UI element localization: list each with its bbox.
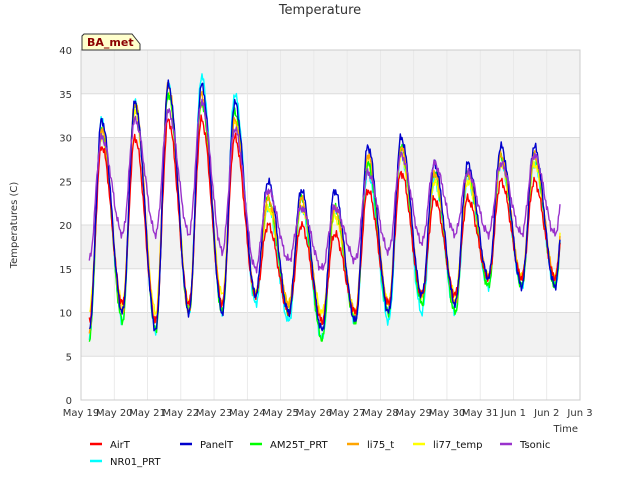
legend: AirT PanelT AM25T_PRT li75_t li77_temp Tsonic… [90, 440, 550, 468]
y-tick-label: 25 [59, 177, 72, 188]
y-tick-label: 35 [59, 90, 72, 101]
x-tick-label: May 24 [229, 408, 266, 419]
x-tick-label: May 27 [329, 408, 366, 419]
x-tick-label: Jun 3 [566, 408, 592, 419]
y-tick-label: 5 [66, 352, 72, 363]
x-tick-label: May 30 [429, 408, 466, 419]
x-tick-label: May 26 [296, 408, 333, 419]
legend-label: PanelT [200, 440, 234, 451]
x-tick-label: May 28 [362, 408, 399, 419]
chart-title: Temperature [278, 3, 361, 18]
x-tick-label: May 21 [129, 408, 166, 419]
plot-frame [80, 49, 581, 401]
grid-band [81, 50, 580, 94]
x-tick-label: May 22 [163, 408, 200, 419]
legend-label: NR01_PRT [110, 457, 161, 468]
y-axis-label: Temperatures (C) [9, 182, 20, 270]
legend-label: li77_temp [433, 440, 482, 451]
y-tick-label: 15 [59, 265, 72, 276]
legend-label: AM25T_PRT [270, 440, 329, 451]
legend-label: Tsonic [519, 440, 550, 451]
badge: BA_met [81, 33, 141, 51]
x-tick-label: May 25 [262, 408, 299, 419]
y-tick-label: 20 [59, 221, 72, 232]
y-tick-label: 0 [66, 396, 72, 407]
axes [80, 49, 581, 401]
series-line-panelt [88, 79, 561, 332]
x-tick-label: May 31 [462, 408, 499, 419]
x-tick-label: May 19 [63, 408, 100, 419]
y-tick-label: 30 [59, 134, 72, 145]
legend-label: AirT [110, 440, 131, 451]
x-tick-label: Jun 2 [533, 408, 559, 419]
series-lines [88, 73, 561, 342]
x-axis-label: Time [553, 424, 578, 435]
y-tick-label: 10 [59, 309, 72, 320]
legend-label: li75_t [367, 440, 394, 451]
badge-label: BA_met [87, 36, 134, 49]
x-tick-label: May 29 [395, 408, 432, 419]
grid-band [81, 312, 580, 357]
x-tick-label: Jun 1 [500, 408, 526, 419]
badge-box [81, 33, 141, 51]
series-line-tsonic [88, 98, 561, 274]
x-tick-label: May 20 [96, 408, 133, 419]
y-tick-label: 40 [59, 46, 72, 57]
x-tick-label: May 23 [196, 408, 233, 419]
